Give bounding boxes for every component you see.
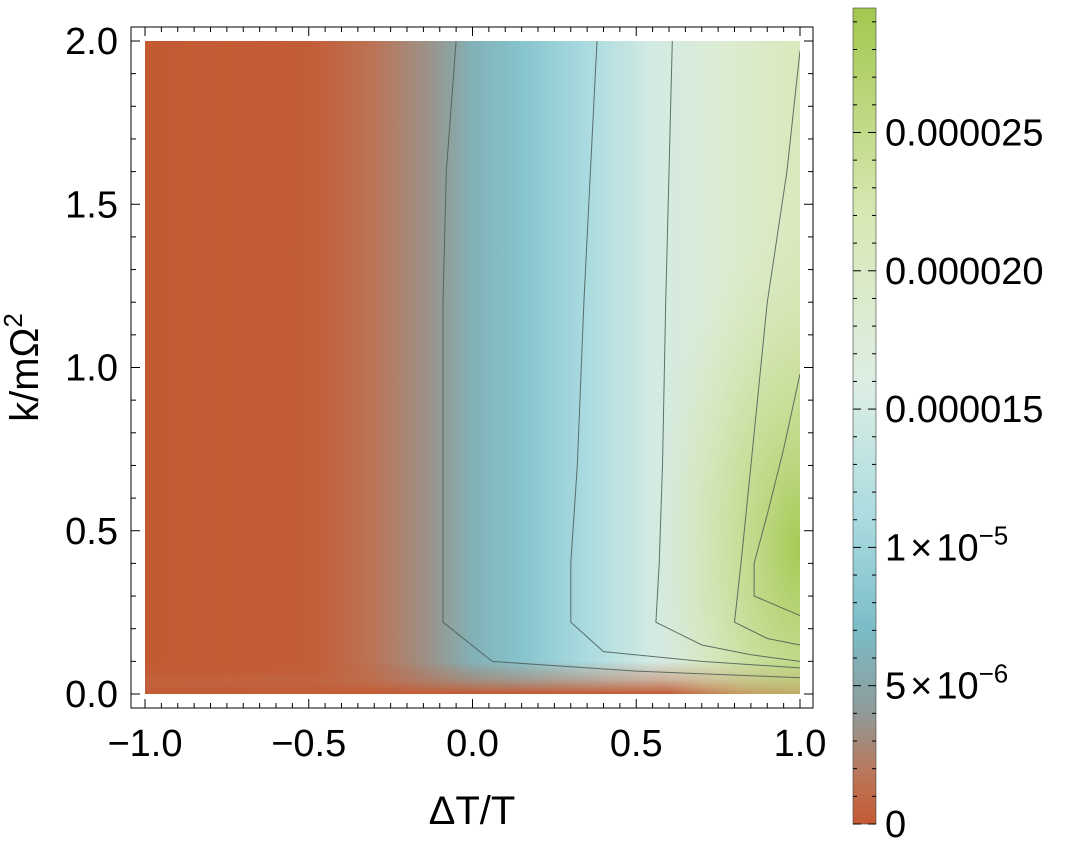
colorbar-tick-base: 10: [936, 666, 978, 708]
y-tick-label: 1.5: [65, 184, 118, 226]
colorbar-tick-label: 0.000020: [885, 251, 1044, 293]
contour-line: [753, 373, 800, 617]
colorbar-tick-label: 0: [885, 804, 906, 846]
colorbar-tick-label: 0.000025: [885, 112, 1044, 154]
colorbar-tick-mantissa: 1: [885, 527, 906, 569]
colorbar-tick-times: ×: [910, 666, 932, 708]
y-tick-label: 1.0: [65, 348, 118, 390]
colorbar-tick-base: 10: [936, 527, 978, 569]
x-tick-label: 1.0: [774, 723, 827, 765]
contour-line: [570, 41, 800, 669]
colorbar-tick-label: 0.000015: [885, 389, 1044, 431]
colorbar-gradient: [852, 7, 877, 825]
x-tick-label: 0.0: [446, 723, 499, 765]
contour-line: [655, 41, 800, 662]
y-axis-ticks: 0.0 0.5 1.0 1.5 2.0: [65, 21, 813, 716]
contour-line: [442, 41, 800, 679]
x-axis-label: ΔT/T: [429, 789, 516, 833]
x-tick-label: −1.0: [107, 723, 182, 765]
contour-line: [733, 50, 800, 646]
y-tick-label: 2.0: [65, 21, 118, 63]
x-axis-ticks: −1.0 −0.5 0.0 0.5 1.0: [107, 27, 826, 765]
colorbar-tick-label: 1 × 10−5: [885, 520, 1008, 569]
x-tick-label: −0.5: [271, 723, 346, 765]
colorbar-tick-label: 5 × 10−6: [885, 659, 1008, 708]
y-axis-label-superscript: 2: [0, 313, 28, 327]
colorbar-tick-exponent: −5: [979, 520, 1009, 550]
y-tick-label: 0.5: [65, 511, 118, 553]
y-tick-label: 0.0: [65, 674, 118, 716]
plot-area: −1.0 −0.5 0.0 0.5 1.0 0.0 0.5 1.0 1.5 2.0: [65, 21, 826, 765]
colorbar-tick-times: ×: [910, 527, 932, 569]
y-axis-label: k/mΩ2: [0, 313, 47, 422]
y-axis-label-text: k/mΩ: [3, 328, 47, 422]
colorbar-tick-mantissa: 5: [885, 666, 906, 708]
contour-lines: [442, 41, 800, 679]
x-tick-label: 0.5: [610, 723, 663, 765]
colorbar-tick-exponent: −6: [979, 659, 1009, 689]
